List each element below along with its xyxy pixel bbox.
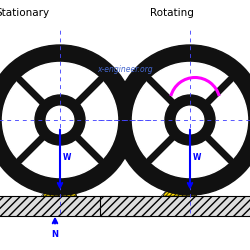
Circle shape [115,45,250,195]
Circle shape [132,62,248,178]
Text: Rotating: Rotating [150,8,194,18]
Text: x-engineer.org: x-engineer.org [97,66,153,74]
Circle shape [2,62,117,178]
Circle shape [0,45,135,195]
Text: W: W [193,153,202,162]
Text: N: N [52,230,59,239]
Text: W: W [63,153,72,162]
Bar [100,196,250,216]
Circle shape [176,106,204,134]
Circle shape [46,106,74,134]
Text: Stationary: Stationary [0,8,49,18]
Circle shape [35,95,85,145]
Bar [0,196,150,216]
Circle shape [165,95,215,145]
Polygon shape [164,189,196,196]
Polygon shape [44,189,76,196]
